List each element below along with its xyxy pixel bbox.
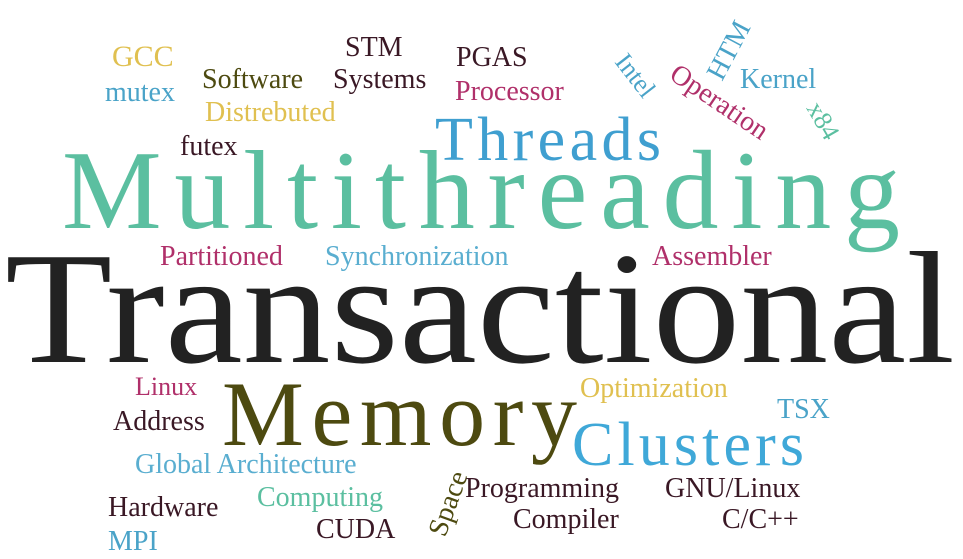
word: Compiler (513, 504, 619, 535)
word: mutex (105, 77, 175, 108)
word: GNU/Linux (665, 473, 800, 504)
word: Address (113, 406, 205, 437)
word: CUDA (316, 514, 396, 545)
word: Memory (222, 363, 577, 465)
word: PGAS (456, 42, 528, 73)
word: Transactional (5, 219, 955, 397)
word: Intel (609, 48, 661, 103)
word: Programming (465, 473, 619, 504)
word: TSX (777, 394, 830, 425)
word: Systems (333, 64, 426, 95)
word: C/C++ (722, 504, 799, 535)
word: Computing (257, 482, 383, 513)
word: Hardware (108, 492, 218, 523)
word: Clusters (572, 411, 804, 479)
word: Processor (455, 76, 565, 107)
word: Software (202, 64, 303, 95)
word: Distrebuted (205, 97, 336, 128)
word: Assembler (652, 241, 772, 272)
word: Linux (135, 372, 197, 401)
word: GCC (112, 40, 174, 73)
word: Optimization (580, 373, 728, 404)
word: futex (180, 131, 238, 162)
word: Kernel (740, 64, 816, 95)
word: MPI (108, 526, 158, 557)
word: Threads (435, 106, 661, 174)
word: Partitioned (160, 241, 283, 272)
word: STM (345, 32, 403, 63)
word: Global Architecture (135, 449, 357, 480)
word: Synchronization (325, 241, 509, 272)
